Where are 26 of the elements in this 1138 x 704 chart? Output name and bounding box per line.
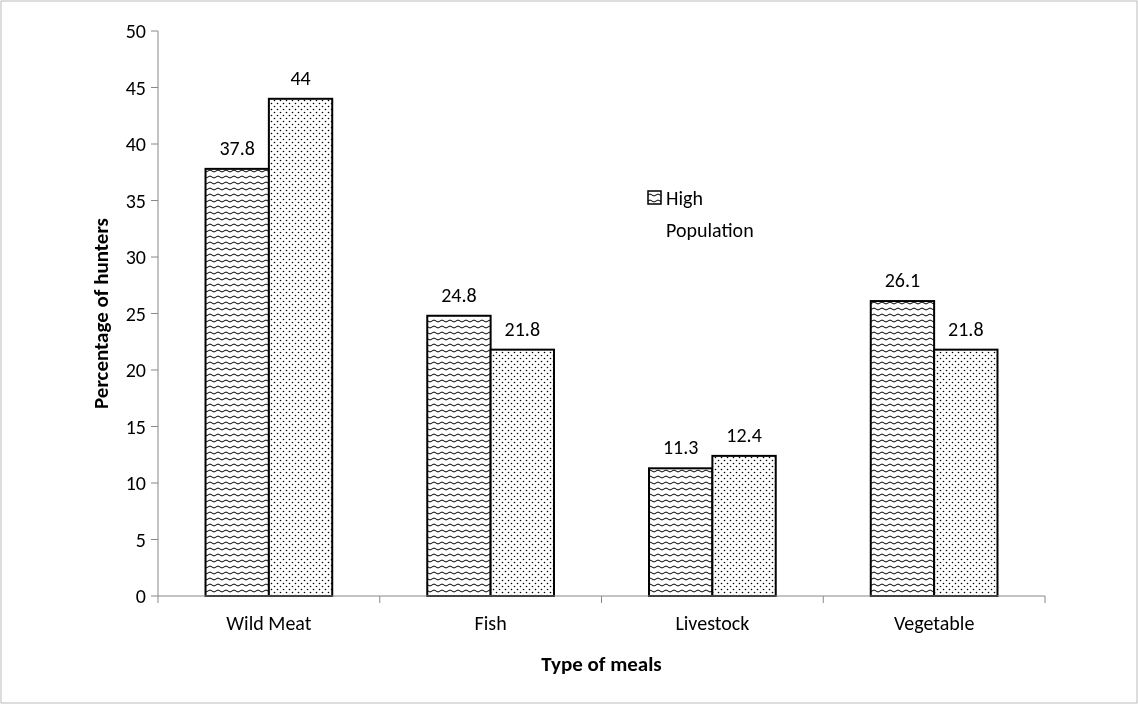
data-label: 21.8 bbox=[948, 316, 984, 341]
y-tick-label: 30 bbox=[125, 245, 146, 269]
data-label: 44 bbox=[290, 65, 311, 90]
data-label: 11.3 bbox=[662, 435, 699, 460]
y-axis-title: Percentage of hunters bbox=[88, 218, 114, 409]
data-label: 26.1 bbox=[884, 268, 921, 293]
x-tick-label: Fish bbox=[474, 611, 507, 635]
x-tick-label: Livestock bbox=[675, 611, 750, 635]
y-tick-label: 40 bbox=[125, 132, 146, 156]
y-tick-label: 15 bbox=[125, 414, 146, 439]
y-tick-label: 35 bbox=[125, 188, 146, 213]
y-tick-label: 5 bbox=[135, 527, 146, 552]
x-tick-label: Wild Meat bbox=[226, 611, 312, 635]
data-label: 21.8 bbox=[504, 316, 541, 341]
x-tick-label: Vegetable bbox=[893, 611, 975, 635]
y-tick-label: 50 bbox=[125, 19, 146, 43]
y-tick-label: 20 bbox=[125, 358, 146, 382]
legend-label: High Population bbox=[666, 186, 754, 242]
x-axis-title: Type of meals bbox=[541, 651, 662, 677]
y-tick-label: 10 bbox=[125, 471, 146, 495]
data-label: 37.8 bbox=[219, 135, 255, 160]
y-tick-label: 45 bbox=[125, 75, 146, 100]
data-label: 12.4 bbox=[726, 422, 762, 447]
data-label: 24.8 bbox=[441, 282, 477, 307]
y-tick-label: 25 bbox=[125, 301, 146, 326]
y-tick-label: 0 bbox=[135, 584, 146, 608]
